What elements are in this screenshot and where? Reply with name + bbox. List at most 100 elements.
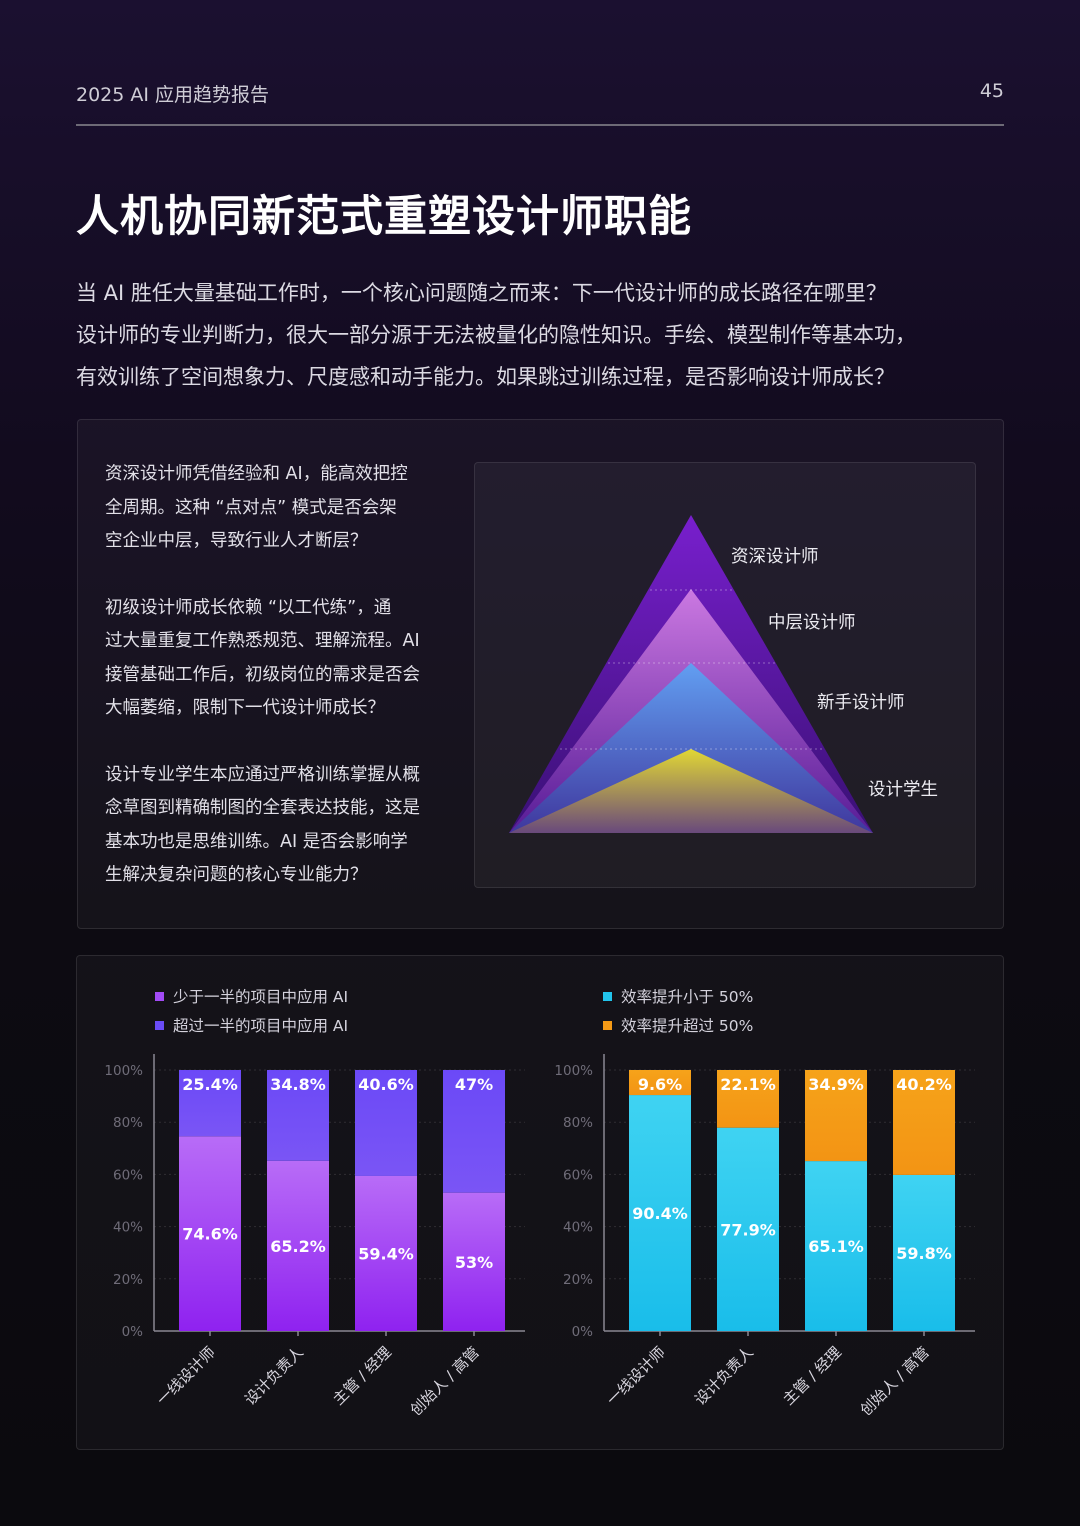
intro-line: 当 AI 胜任大量基础工作时，一个核心问题随之而来：下一代设计师的成长路径在哪里… [76,281,887,305]
bar-segment [717,1127,779,1331]
bar-segment [179,1136,241,1331]
bar-segment [717,1070,779,1128]
legend-swatch [155,992,164,1001]
data-label: 25.4% [182,1075,238,1094]
text-line: 全周期。这种 “点对点” 模式是否会架 [105,497,397,518]
category-label: 设计负责人 [241,1343,307,1409]
intro-line: 有效训练了空间想象力、尺度感和动手能力。如果跳过训练过程，是否影响设计师成长？ [76,365,895,389]
pyramid-label-student: 设计学生 [868,780,938,800]
text-line: 设计专业学生本应通过严格训练掌握从概 [105,764,420,785]
pyramid-diagram: 资深设计师 中层设计师 新手设计师 设计学生 [474,462,976,888]
y-tick-label: 20% [563,1272,593,1288]
legend-label: 效率提升超过 50% [621,1017,754,1035]
pyramid-layer-novice [509,663,873,833]
bar-segment [805,1161,867,1331]
paragraph-junior: 初级设计师成长依赖 “以工代练”，通 过大量重复工作熟悉规范、理解流程。AI 接… [105,592,455,726]
page-title: 人机协同新范式重塑设计师职能 [76,192,692,242]
text-line: 接管基础工作后，初级岗位的需求是否会 [105,664,420,685]
bar-segment [267,1160,329,1331]
page-number: 45 [979,80,1004,102]
category-label: 主管 / 经理 [779,1343,844,1408]
text-line: 空企业中层，导致行业人才断层？ [105,531,368,551]
data-label: 90.4% [632,1204,688,1223]
bar-segment [629,1070,691,1096]
legend-label: 超过一半的项目中应用 AI [173,1017,349,1035]
bar-segment [179,1070,241,1137]
text-line: 基本功也是思维训练。AI 是否会影响学 [105,831,408,852]
paragraph-student: 设计专业学生本应通过严格训练掌握从概 念草图到精确制图的全套表达技能，这是 基本… [105,759,455,893]
intro-line: 设计师的专业判断力，很大一部分源于无法被量化的隐性知识。手绘、模型制作等基本功， [76,323,916,347]
legend-efficiency: 效率提升小于 50% 效率提升超过 50% [603,983,753,1041]
y-tick-label: 100% [554,1063,593,1079]
data-label: 34.8% [270,1075,326,1094]
data-label: 59.4% [358,1244,414,1263]
data-label: 47% [455,1075,493,1094]
y-tick-label: 80% [113,1115,143,1131]
legend-item: 超过一半的项目中应用 AI [155,1012,348,1041]
stacked-bar-charts: 0% 20% 40% 60% 80% 100% 74.6% 25.4% 一线设计师 65.2% 34… [104,1054,975,1419]
y-tick-label: 60% [113,1167,143,1183]
intro-text: 当 AI 胜任大量基础工作时，一个核心问题随之而来：下一代设计师的成长路径在哪里… [76,272,1016,398]
data-label: 40.2% [896,1075,952,1094]
category-label: 创始人 / 高管 [407,1343,483,1419]
discussion-text: 资深设计师凭借经验和 AI，能高效把控 全周期。这种 “点对点” 模式是否会架 … [105,458,455,926]
y-tick-label: 40% [113,1220,143,1236]
legend-item: 效率提升小于 50% [603,983,753,1012]
bar-segment [355,1070,417,1176]
pyramid-label-novice: 新手设计师 [817,693,905,713]
data-label: 40.6% [358,1075,414,1094]
bar-segment [443,1192,505,1331]
legend-ai-usage: 少于一半的项目中应用 AI 超过一半的项目中应用 AI [155,983,348,1041]
legend-swatch [155,1021,164,1030]
data-label: 9.6% [638,1075,682,1094]
page-header: 2025 AI 应用趋势报告 45 [76,78,1004,126]
text-line: 念草图到精确制图的全套表达技能，这是 [105,798,420,818]
bar-segment [443,1070,505,1193]
charts-panel: 少于一半的项目中应用 AI 超过一半的项目中应用 AI 效率提升小于 50% 效… [76,955,1004,1450]
data-label: 22.1% [720,1075,776,1094]
y-tick-label: 0% [122,1324,144,1340]
legend-swatch [603,1021,612,1030]
y-tick-label: 60% [563,1167,593,1183]
legend-swatch [603,992,612,1001]
category-label: 创始人 / 高管 [857,1343,933,1419]
pyramid-label-middle: 中层设计师 [768,613,856,633]
y-tick-label: 20% [113,1272,143,1288]
category-label: 一线设计师 [153,1343,219,1409]
data-label: 65.2% [270,1237,326,1256]
document-title: 2025 AI 应用趋势报告 [76,84,270,106]
data-label: 74.6% [182,1225,238,1244]
text-line: 过大量重复工作熟悉规范、理解流程。AI [105,631,420,651]
bar-segment [355,1175,417,1331]
legend-label: 效率提升小于 50% [621,988,754,1006]
data-label: 59.8% [896,1244,952,1263]
legend-item: 少于一半的项目中应用 AI [155,983,348,1012]
data-label: 77.9% [720,1220,776,1239]
category-label: 主管 / 经理 [329,1343,394,1408]
text-line: 资深设计师凭借经验和 AI，能高效把控 [105,464,408,484]
y-tick-label: 40% [563,1220,593,1236]
text-line: 初级设计师成长依赖 “以工代练”，通 [105,597,392,618]
text-line: 大幅萎缩，限制下一代设计师成长？ [105,698,385,718]
paragraph-senior: 资深设计师凭借经验和 AI，能高效把控 全周期。这种 “点对点” 模式是否会架 … [105,458,455,559]
data-label: 65.1% [808,1237,864,1256]
pyramid-label-senior: 资深设计师 [731,547,819,567]
y-tick-label: 80% [563,1115,593,1131]
bar-segment [893,1070,955,1175]
category-label: 设计负责人 [691,1343,757,1409]
legend-item: 效率提升超过 50% [603,1012,753,1041]
y-tick-label: 0% [572,1324,594,1340]
y-tick-label: 100% [104,1063,143,1079]
bar-segment [893,1174,955,1331]
text-line: 生解决复杂问题的核心专业能力？ [105,865,368,885]
category-label: 一线设计师 [603,1343,669,1409]
bar-segment [805,1070,867,1162]
pyramid-layer-student [509,749,873,833]
bar-segment [267,1070,329,1161]
data-label: 34.9% [808,1075,864,1094]
bar-segment [629,1095,691,1331]
legend-label: 少于一半的项目中应用 AI [173,988,349,1006]
data-label: 53% [455,1253,493,1272]
discussion-box: 资深设计师凭借经验和 AI，能高效把控 全周期。这种 “点对点” 模式是否会架 … [77,419,1004,929]
